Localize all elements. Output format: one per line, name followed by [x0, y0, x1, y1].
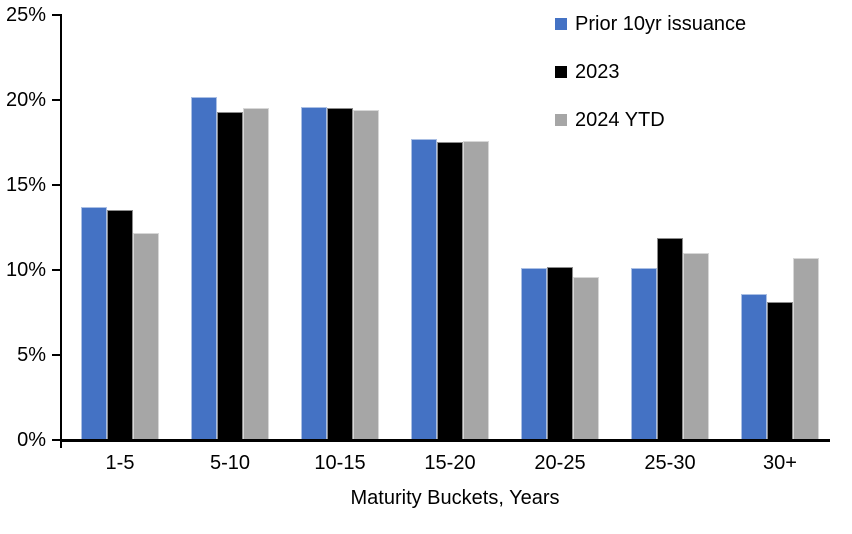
- legend-item: 2024 YTD: [555, 108, 665, 132]
- y-tick-label: 5%: [17, 344, 46, 366]
- bar-series-1-cat-5: [521, 268, 547, 440]
- bar-series-1-cat-4: [411, 139, 437, 440]
- x-tick-label: 30+: [763, 452, 797, 474]
- bar-series-1-cat-1: [81, 207, 107, 440]
- x-tick-label: 15-20: [424, 452, 476, 474]
- y-tick-mark-20pct: [52, 99, 60, 101]
- legend-label: 2024 YTD: [575, 109, 665, 131]
- x-tick-label: 1-5: [105, 452, 135, 474]
- y-tick-mark-5pct: [52, 354, 60, 356]
- legend-swatch-icon: [555, 66, 567, 78]
- bar-series-3-cat-6: [683, 253, 709, 440]
- y-tick-mark-15pct: [52, 184, 60, 186]
- y-tick-label: 25%: [5, 4, 46, 26]
- y-tick-label: 15%: [5, 174, 46, 196]
- x-axis-title: Maturity Buckets, Years: [350, 487, 560, 509]
- bar-series-2-cat-7: [767, 302, 793, 440]
- legend-item: Prior 10yr issuance: [555, 12, 746, 36]
- y-tick-label: 20%: [5, 89, 46, 111]
- bar-series-1-cat-6: [631, 268, 657, 440]
- bar-series-3-cat-1: [133, 233, 159, 440]
- bar-series-3-cat-7: [793, 258, 819, 440]
- plot-area: [62, 15, 830, 440]
- x-tick-label: 25-30: [644, 452, 696, 474]
- bar-series-2-cat-4: [437, 142, 463, 440]
- bar-series-2-cat-2: [217, 112, 243, 440]
- legend-label: Prior 10yr issuance: [575, 13, 747, 35]
- bar-series-2-cat-1: [107, 210, 133, 440]
- x-tick-label: 5-10: [209, 452, 251, 474]
- bar-series-3-cat-5: [573, 277, 599, 440]
- x-tick-label: 20-25: [534, 452, 586, 474]
- y-tick-mark-0pct: [52, 439, 60, 441]
- legend-swatch-icon: [555, 18, 567, 30]
- x-axis-line: [60, 439, 830, 442]
- y-tick-label: 10%: [5, 259, 46, 281]
- y-axis-line: [60, 14, 62, 448]
- bar-series-1-cat-3: [301, 107, 327, 440]
- bar-series-3-cat-3: [353, 110, 379, 440]
- bar-series-3-cat-4: [463, 141, 489, 440]
- y-tick-mark-25pct: [52, 14, 60, 16]
- bar-series-2-cat-6: [657, 238, 683, 440]
- bar-series-1-cat-2: [191, 97, 217, 440]
- y-tick-mark-10pct: [52, 269, 60, 271]
- bar-series-2-cat-3: [327, 108, 353, 440]
- legend-item: 2023: [555, 60, 620, 84]
- y-tick-label: 0%: [17, 429, 46, 451]
- legend-label: 2023: [575, 61, 620, 83]
- legend-swatch-icon: [555, 114, 567, 126]
- bar-series-3-cat-2: [243, 108, 269, 440]
- bar-series-2-cat-5: [547, 267, 573, 440]
- x-tick-label: 10-15: [314, 452, 366, 474]
- bar-series-1-cat-7: [741, 294, 767, 440]
